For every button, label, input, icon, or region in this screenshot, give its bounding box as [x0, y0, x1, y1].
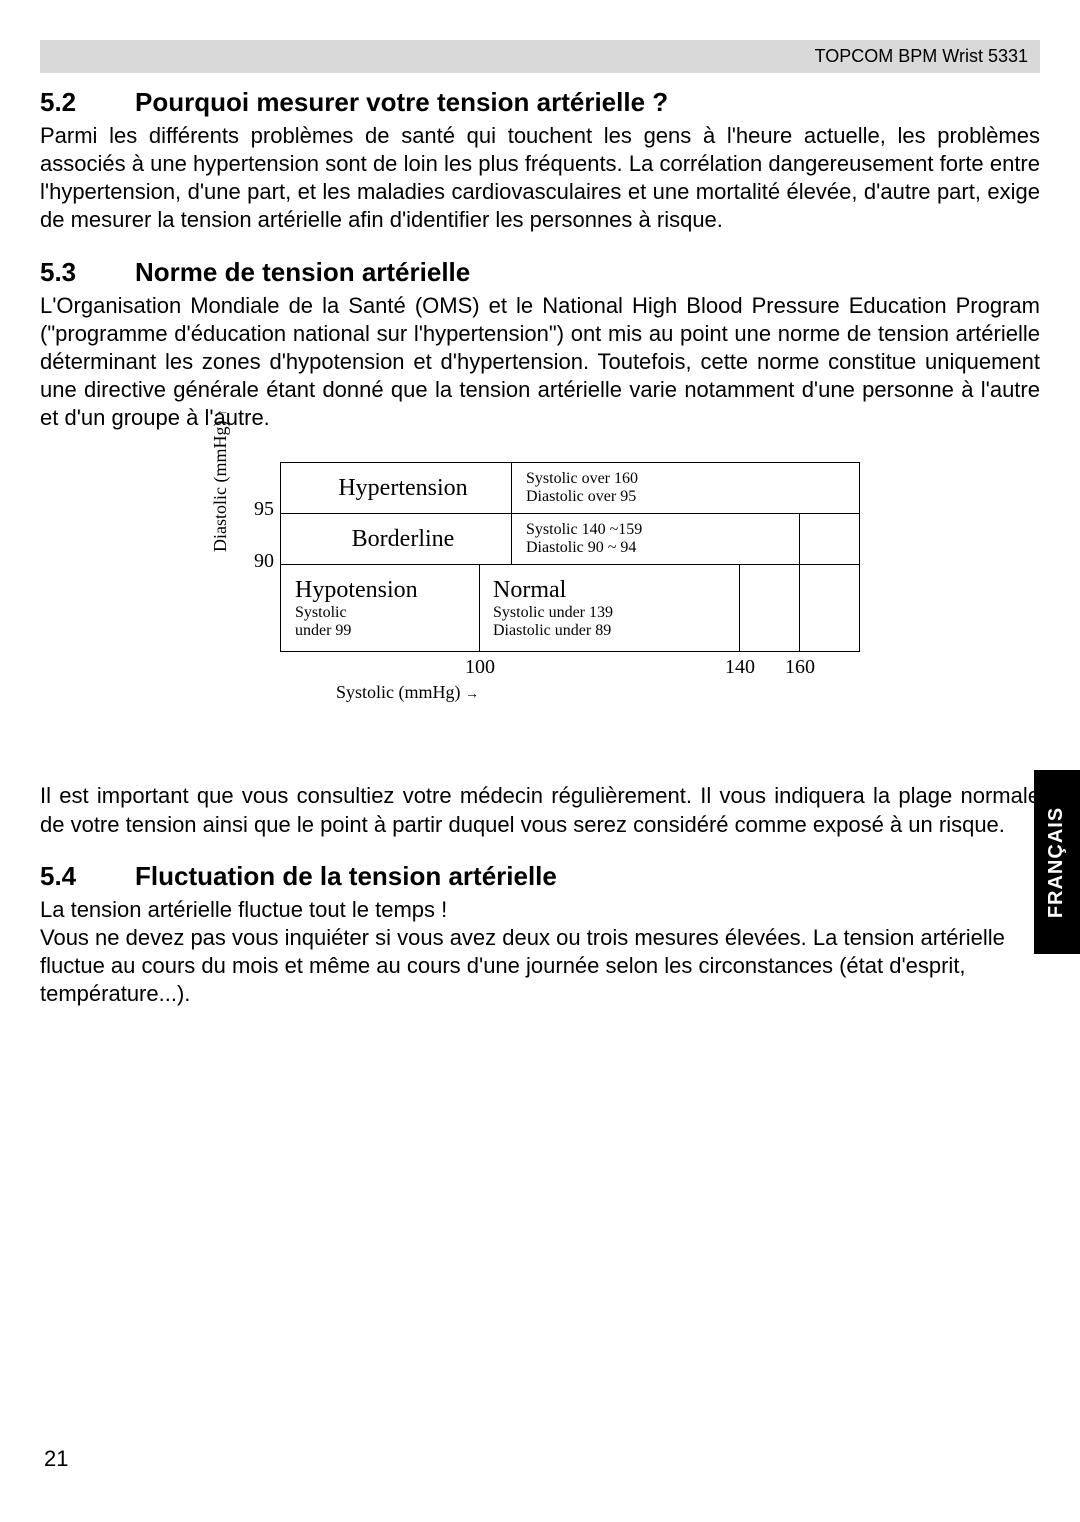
body-5-3b: Il est important que vous consultiez vot…	[40, 782, 1040, 838]
borderline-sub: Systolic 140 ~159 Diastolic 90 ~ 94	[512, 521, 642, 558]
product-name: TOPCOM BPM Wrist 5331	[815, 46, 1028, 66]
header-bar: TOPCOM BPM Wrist 5331	[40, 40, 1040, 73]
row-borderline: Borderline Systolic 140 ~159 Diastolic 9…	[280, 513, 800, 565]
page-content: TOPCOM BPM Wrist 5331 5.2Pourquoi mesure…	[0, 0, 1080, 1048]
hypotension-label: Hypotension	[295, 577, 418, 604]
language-tab: FRANÇAIS	[1034, 770, 1080, 954]
row-hypertension: Hypertension Systolic over 160 Diastolic…	[280, 462, 860, 514]
heading-number: 5.2	[40, 87, 135, 118]
heading-title: Fluctuation de la tension artérielle	[135, 861, 557, 891]
heading-5-3: 5.3Norme de tension artérielle	[40, 257, 1040, 288]
cell-hypotension: Hypotension Systolic under 99	[280, 564, 480, 652]
page-number: 21	[44, 1446, 68, 1472]
x-tick-160: 160	[785, 656, 815, 679]
language-label: FRANÇAIS	[1046, 806, 1069, 917]
body-5-2: Parmi les différents problèmes de santé …	[40, 122, 1040, 235]
y-axis-label: Diastolic (mmHg) ↑	[210, 409, 231, 552]
body-5-4: La tension artérielle fluctue tout le te…	[40, 896, 1040, 1009]
hypertension-label: Hypertension	[324, 475, 467, 501]
hypotension-sub1: Systolic	[295, 604, 347, 622]
normal-label: Normal	[493, 577, 566, 604]
bp-chart: Diastolic (mmHg) ↑ 95 90 Hypertension Sy…	[220, 462, 860, 742]
borderline-label-cell: Borderline	[281, 526, 511, 553]
row3-stub1	[739, 564, 800, 652]
hypertension-label-cell: Hypertension	[281, 475, 511, 502]
heading-title: Norme de tension artérielle	[135, 257, 470, 287]
heading-5-2: 5.2Pourquoi mesurer votre tension artéri…	[40, 87, 1040, 118]
body-5-3: L'Organisation Mondiale de la Santé (OMS…	[40, 292, 1040, 433]
y-tick-90: 90	[244, 550, 274, 573]
normal-sub2: Diastolic under 89	[493, 622, 611, 640]
heading-title: Pourquoi mesurer votre tension artériell…	[135, 87, 668, 117]
bp-chart-wrap: Diastolic (mmHg) ↑ 95 90 Hypertension Sy…	[40, 462, 1040, 742]
cell-normal: Normal Systolic under 139 Diastolic unde…	[479, 564, 740, 652]
y-tick-95: 95	[244, 498, 274, 521]
row-borderline-stub	[799, 513, 860, 565]
x-tick-140: 140	[725, 656, 755, 679]
heading-number: 5.3	[40, 257, 135, 288]
x-tick-100: 100	[465, 656, 495, 679]
heading-5-4: 5.4Fluctuation de la tension artérielle	[40, 861, 1040, 892]
hypotension-sub2: under 99	[295, 622, 351, 640]
hypertension-sub: Systolic over 160 Diastolic over 95	[512, 470, 638, 507]
borderline-label: Borderline	[338, 526, 455, 552]
normal-sub1: Systolic under 139	[493, 604, 613, 622]
heading-number: 5.4	[40, 861, 135, 892]
row3-stub2	[799, 564, 860, 652]
x-axis-label: Systolic (mmHg) →	[336, 682, 479, 703]
